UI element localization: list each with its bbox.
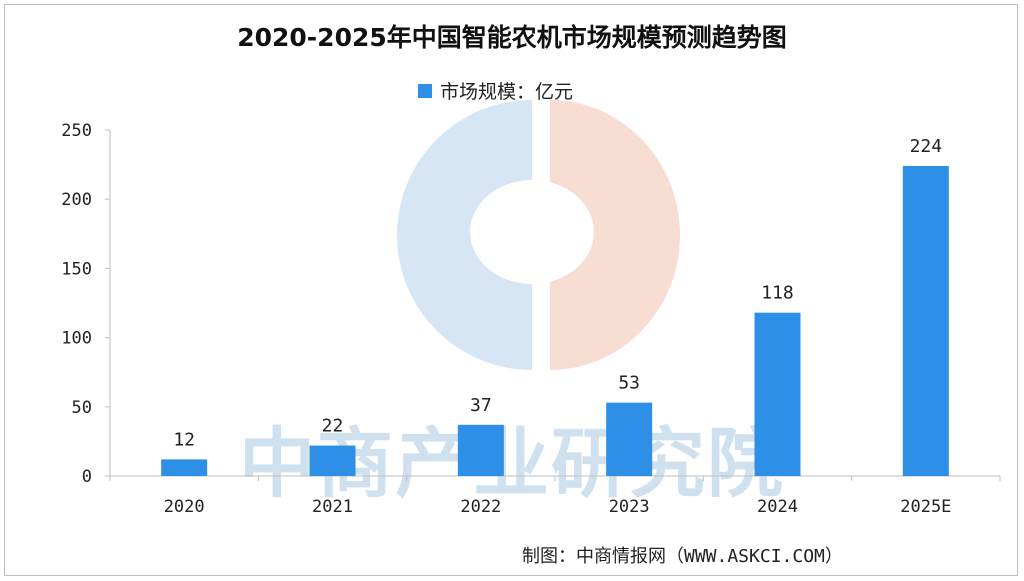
y-tick-label: 50 (72, 398, 92, 418)
x-tick-label: 2024 (757, 497, 798, 517)
data-label: 12 (173, 429, 195, 450)
legend-label: 市场规模：亿元 (440, 81, 573, 103)
chart-title: 2020-2025年中国智能农机市场规模预测趋势图 (237, 23, 787, 52)
data-label: 53 (618, 373, 640, 394)
x-tick-label: 2021 (312, 497, 353, 517)
x-tick-label: 2023 (609, 497, 650, 517)
bar (606, 402, 653, 476)
source-note: 制图：中商情报网（WWW.ASKCI.COM） (522, 546, 843, 567)
y-axis: 0 50 100 150 200 250 (61, 121, 111, 487)
data-label: 118 (761, 283, 794, 304)
x-tick-label: 2022 (460, 497, 501, 517)
legend: 市场规模：亿元 (418, 81, 573, 103)
x-tick-label: 2025E (900, 497, 951, 517)
y-tick-label: 250 (61, 121, 92, 141)
y-tick-label: 150 (61, 259, 92, 279)
data-label: 22 (322, 416, 344, 437)
bar (457, 424, 504, 476)
bar-series (161, 165, 949, 476)
legend-swatch (418, 84, 432, 98)
data-label: 37 (470, 395, 492, 416)
watermark-logo (397, 100, 680, 370)
y-tick-label: 200 (61, 190, 92, 210)
y-tick-label: 100 (61, 329, 92, 349)
y-tick-label: 0 (82, 467, 92, 487)
bar (309, 445, 356, 476)
bar (754, 312, 801, 476)
data-label: 224 (910, 136, 943, 157)
bar (161, 459, 208, 476)
bar (902, 165, 949, 476)
data-labels: 12 22 37 53 118 224 (173, 136, 942, 450)
x-axis: 2020 2021 2022 2023 2024 2025E (109, 475, 1001, 517)
x-tick-label: 2020 (164, 497, 205, 517)
